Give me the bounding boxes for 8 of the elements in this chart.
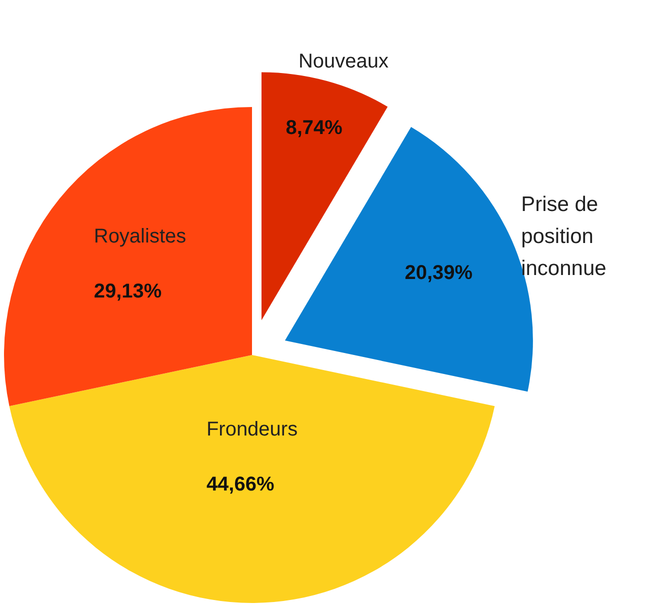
slice-label: Frondeurs [206, 418, 298, 441]
data-label: 8,74% [286, 116, 343, 139]
data-label: 20,39% [404, 262, 473, 284]
slice-label: Nouveaux [298, 50, 389, 72]
slice-label: Royalistes [94, 226, 186, 248]
data-label: 44,66% [206, 474, 274, 496]
slice-label: Prise de position inconnue [521, 193, 606, 280]
data-label: 29,13% [94, 280, 162, 303]
